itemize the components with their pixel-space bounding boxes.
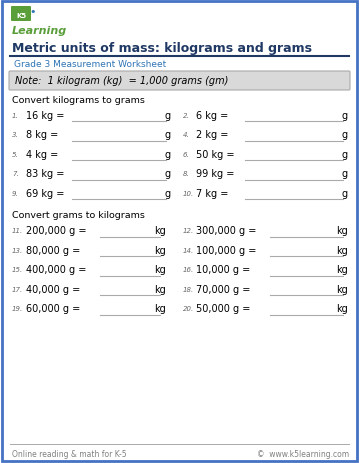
Text: 12.: 12. [183,228,194,234]
Text: kg: kg [154,245,166,256]
Text: 8 kg =: 8 kg = [26,130,58,140]
Text: 300,000 g =: 300,000 g = [196,226,256,236]
Text: 60,000 g =: 60,000 g = [26,304,80,314]
Text: kg: kg [336,245,348,256]
Text: Learning: Learning [12,26,67,36]
Text: 11.: 11. [12,228,23,234]
Text: 19.: 19. [12,306,23,312]
Text: 13.: 13. [12,247,23,253]
Text: 40,000 g =: 40,000 g = [26,284,80,294]
Text: 100,000 g =: 100,000 g = [196,245,256,256]
Text: 10.: 10. [183,191,194,197]
Text: 2.: 2. [183,113,190,119]
Text: g: g [165,150,171,160]
Text: 14.: 14. [183,247,194,253]
Text: g: g [165,169,171,179]
Text: 9.: 9. [12,191,19,197]
Text: 5.: 5. [12,152,19,158]
Text: 400,000 g =: 400,000 g = [26,265,87,275]
Text: 20.: 20. [183,306,194,312]
Text: 80,000 g =: 80,000 g = [26,245,80,256]
Text: 50 kg =: 50 kg = [196,150,234,160]
Text: K5: K5 [16,13,26,19]
Text: 7.: 7. [12,171,19,177]
Text: g: g [342,150,348,160]
Text: kg: kg [336,226,348,236]
Text: 1.: 1. [12,113,19,119]
Text: 200,000 g =: 200,000 g = [26,226,87,236]
Text: kg: kg [154,284,166,294]
Text: Note:  1 kilogram (kg)  = 1,000 grams (gm): Note: 1 kilogram (kg) = 1,000 grams (gm) [15,76,228,86]
Text: g: g [165,188,171,199]
Text: 4 kg =: 4 kg = [26,150,58,160]
Text: g: g [165,130,171,140]
Text: Convert kilograms to grams: Convert kilograms to grams [12,96,145,105]
Text: •: • [30,7,36,17]
Text: 7 kg =: 7 kg = [196,188,228,199]
Text: kg: kg [336,304,348,314]
Text: Metric units of mass: kilograms and grams: Metric units of mass: kilograms and gram… [12,42,312,55]
Text: 16 kg =: 16 kg = [26,111,64,121]
Text: kg: kg [154,304,166,314]
Text: 4.: 4. [183,132,190,138]
Text: Grade 3 Measurement Worksheet: Grade 3 Measurement Worksheet [14,60,166,69]
Text: 70,000 g =: 70,000 g = [196,284,250,294]
Text: g: g [342,188,348,199]
Text: kg: kg [336,284,348,294]
Text: 99 kg =: 99 kg = [196,169,234,179]
FancyBboxPatch shape [9,72,350,91]
Text: 2 kg =: 2 kg = [196,130,228,140]
Text: kg: kg [154,265,166,275]
Text: 18.: 18. [183,287,194,292]
Text: Convert grams to kilograms: Convert grams to kilograms [12,211,145,220]
Text: 10,000 g =: 10,000 g = [196,265,250,275]
Text: 17.: 17. [12,287,23,292]
Text: 8.: 8. [183,171,190,177]
Text: 3.: 3. [12,132,19,138]
Text: g: g [342,130,348,140]
Text: 16.: 16. [183,267,194,273]
Text: 69 kg =: 69 kg = [26,188,64,199]
Text: Online reading & math for K-5: Online reading & math for K-5 [12,449,127,458]
Text: g: g [342,111,348,121]
Text: kg: kg [336,265,348,275]
Text: 6 kg =: 6 kg = [196,111,228,121]
Text: g: g [342,169,348,179]
Text: 83 kg =: 83 kg = [26,169,64,179]
Text: 6.: 6. [183,152,190,158]
FancyBboxPatch shape [11,7,31,22]
Text: kg: kg [154,226,166,236]
Text: 15.: 15. [12,267,23,273]
Text: ©  www.k5learning.com: © www.k5learning.com [257,449,349,458]
Text: g: g [165,111,171,121]
Text: 50,000 g =: 50,000 g = [196,304,250,314]
